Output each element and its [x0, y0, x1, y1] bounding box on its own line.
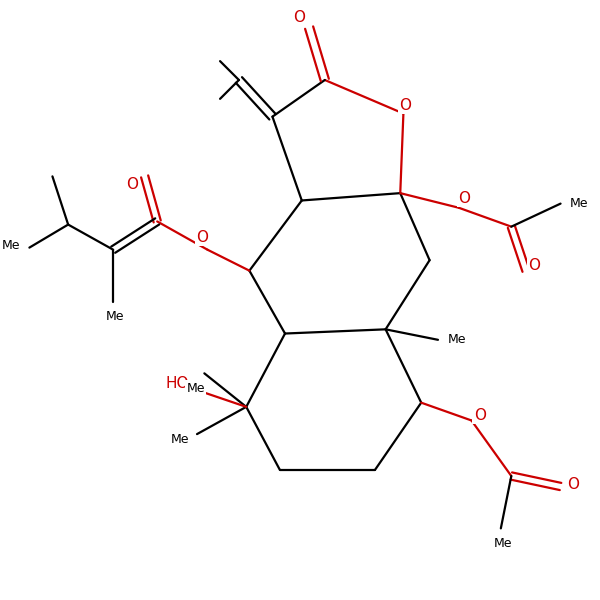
Text: O: O: [529, 258, 541, 273]
Text: HO: HO: [166, 376, 189, 391]
Text: Me: Me: [448, 334, 466, 346]
Text: O: O: [196, 230, 208, 245]
Text: Me: Me: [570, 197, 589, 210]
Text: O: O: [293, 10, 305, 25]
Text: Me: Me: [187, 382, 205, 395]
Text: O: O: [126, 177, 138, 192]
Text: Me: Me: [1, 239, 20, 252]
Text: O: O: [400, 98, 412, 113]
Text: Me: Me: [171, 433, 190, 446]
Text: O: O: [474, 408, 486, 423]
Text: O: O: [567, 477, 579, 492]
Text: O: O: [458, 191, 470, 206]
Text: Me: Me: [106, 310, 125, 323]
Text: Me: Me: [494, 536, 512, 550]
